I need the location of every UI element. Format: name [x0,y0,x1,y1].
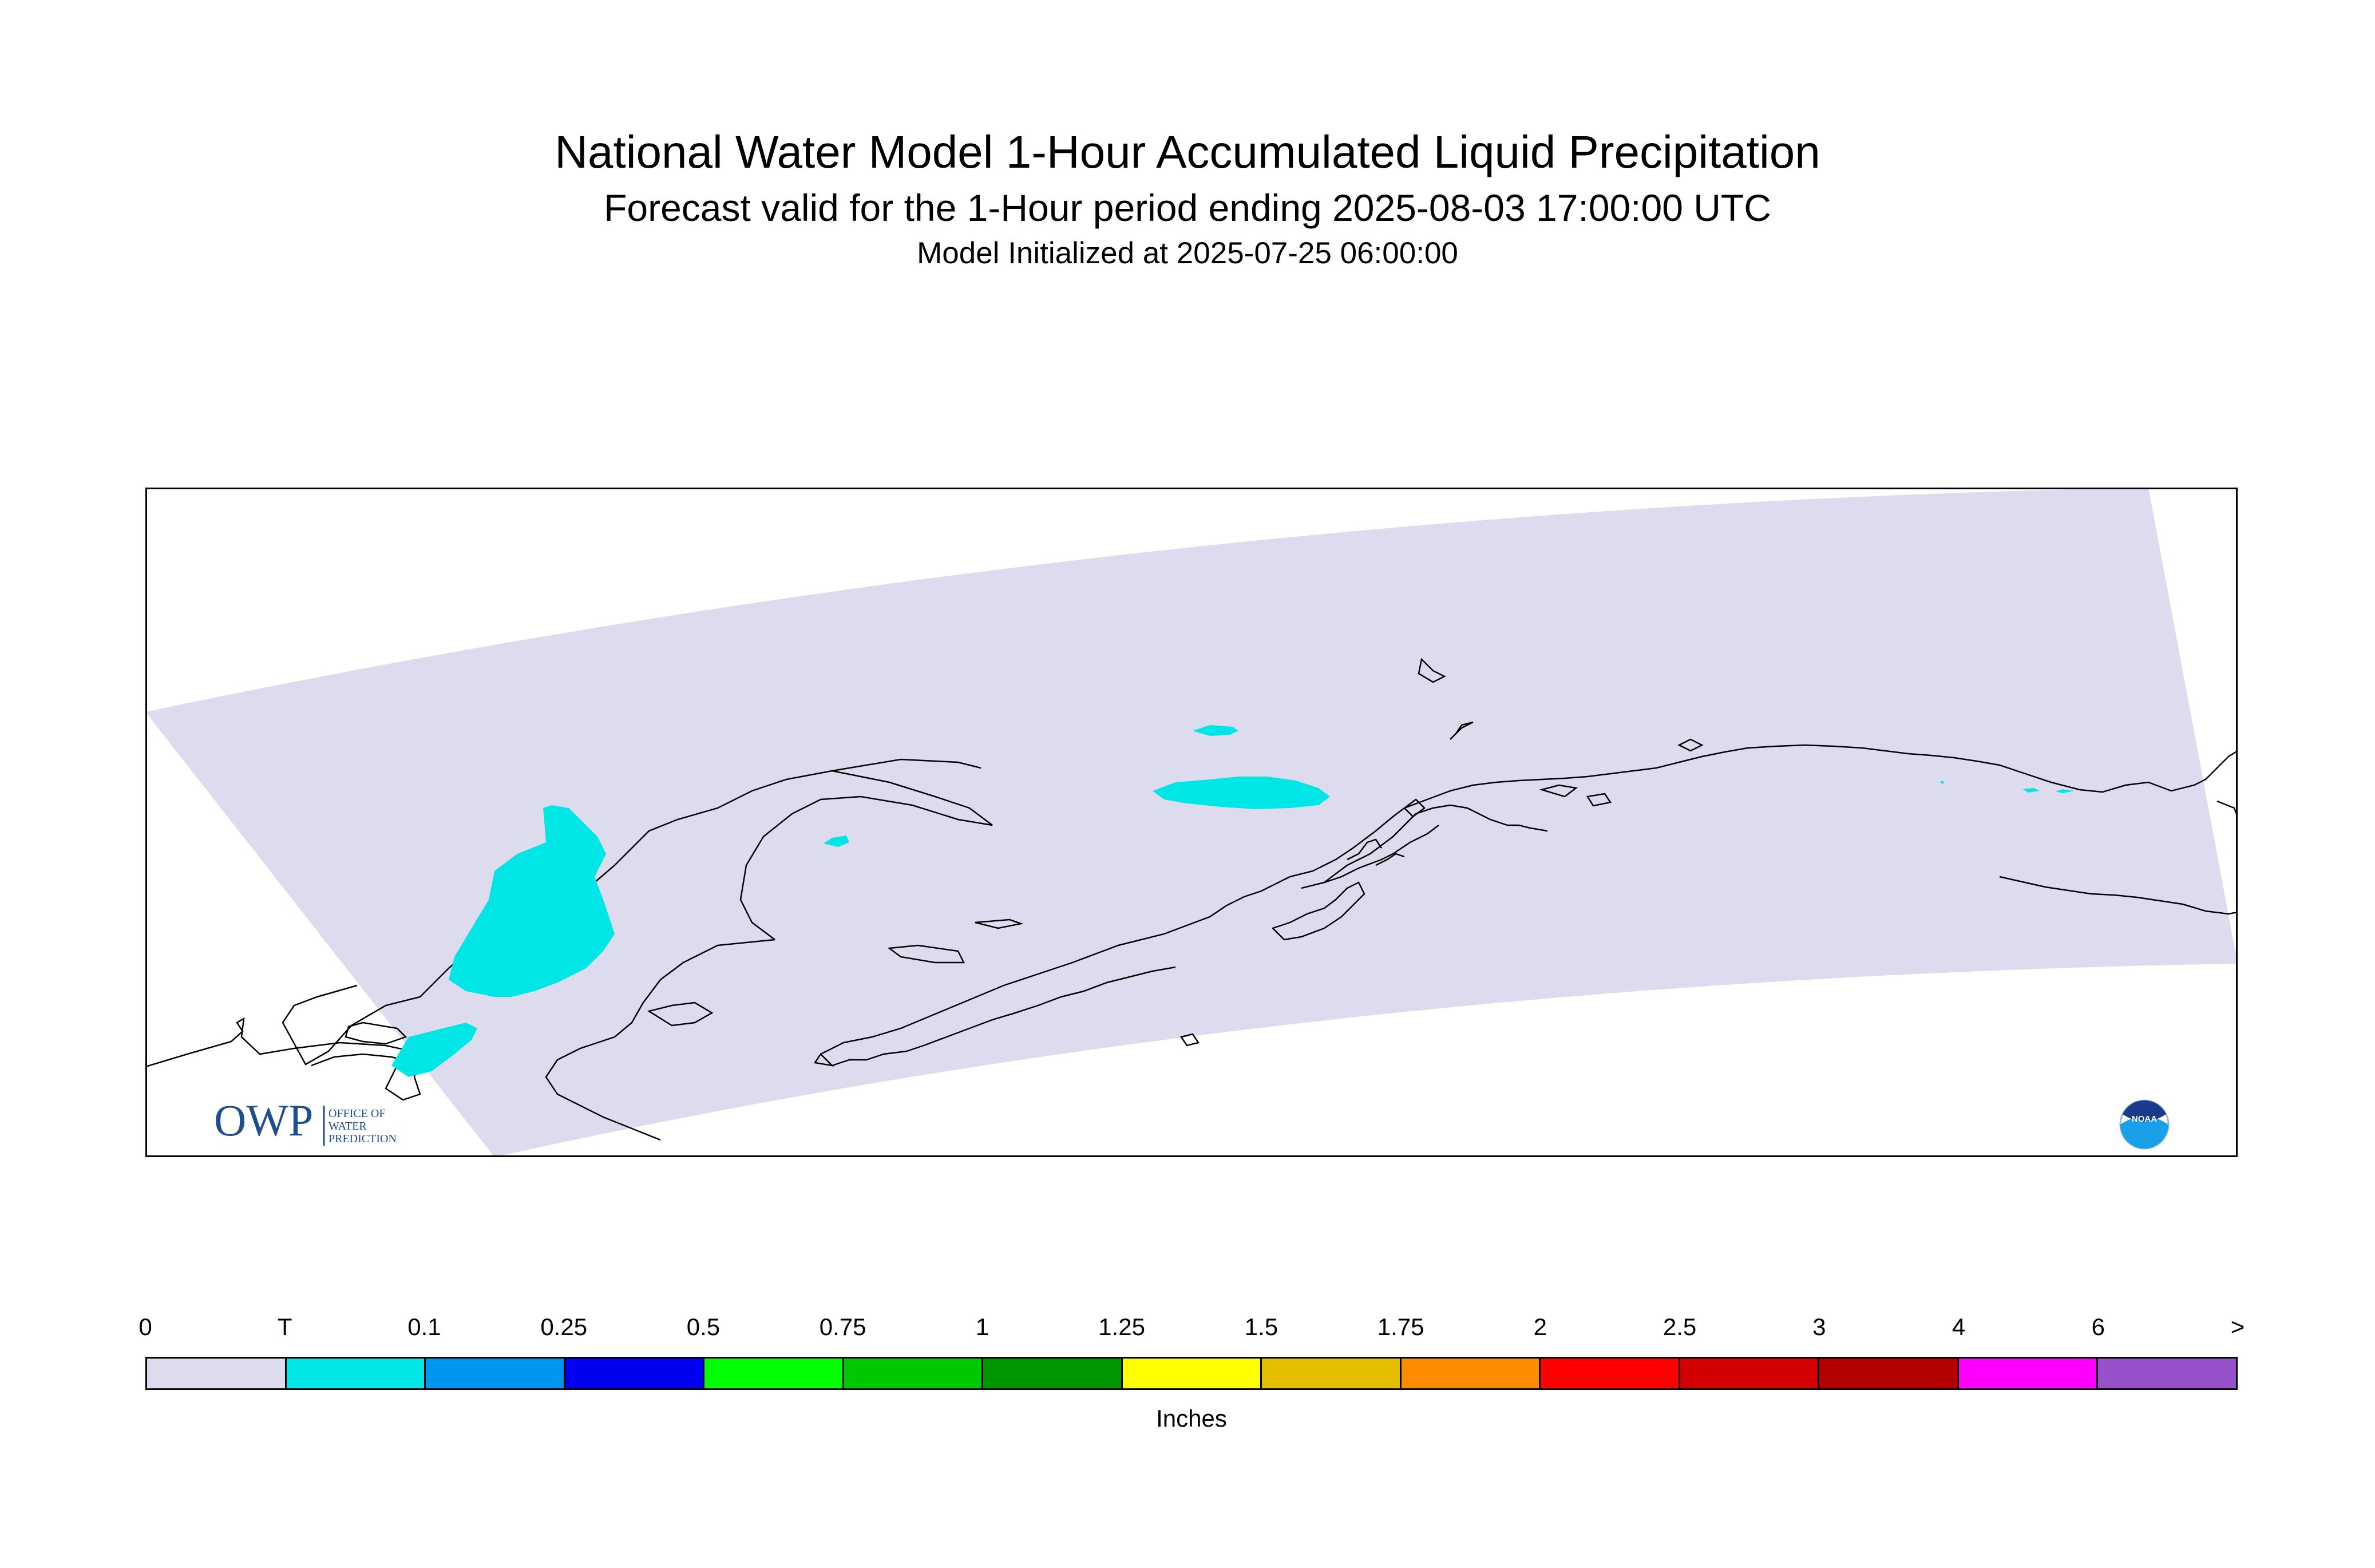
legend-swatch [286,1359,426,1388]
legend-tick-label: 2 [1533,1313,1547,1340]
legend-swatch [426,1359,565,1388]
legend-swatch [983,1359,1123,1388]
owp-logo-line: PREDICTION [328,1133,397,1145]
color-legend: 0 T 0.1 0.25 0.5 0.75 1 1.25 1.5 1.75 2 2.5 3 4 6 > Inc… [138,1313,2245,1439]
legend-tick-label: 0.75 [819,1313,866,1340]
legend-swatch [1401,1359,1541,1388]
legend-tick-label: 0.5 [686,1313,721,1340]
legend-swatch [565,1359,705,1388]
legend-tick-label: > [2230,1313,2245,1340]
legend-swatch [844,1359,984,1388]
legend-swatch [1958,1359,2099,1388]
legend-swatch [1262,1359,1402,1388]
legend-swatch [1122,1359,1262,1388]
legend-tick-label: 0.25 [540,1313,588,1340]
legend-swatch [2098,1359,2236,1388]
model-domain-area [145,488,2238,1157]
noaa-logo-icon: NOAA [2119,1099,2170,1150]
legend-tick-label: 6 [2091,1313,2105,1340]
legend-tick-label: 0.1 [407,1313,441,1340]
precipitation-areas [391,725,2074,1077]
legend-swatch [147,1359,287,1388]
legend-colorbar [145,1357,2238,1390]
legend-tick-label: 1.25 [1098,1313,1145,1340]
owp-logo: OWP OFFICE OF WATER PREDICTION [214,1095,397,1146]
legend-tick-label: T [277,1313,292,1340]
owp-logo-line: WATER [328,1120,367,1133]
legend-units-label: Inches [1156,1405,1227,1432]
legend-tick-label: 4 [1952,1313,1966,1340]
map-frame [145,488,2238,1157]
legend-tick-label: 1.5 [1244,1313,1278,1340]
legend-swatch [1680,1359,1820,1388]
legend-swatch [1819,1359,1959,1388]
precipitation-map: OWP OFFICE OF WATER PREDICTION NOAA [145,488,2238,1157]
legend-tick-label: 0 [138,1313,152,1340]
coastline [145,658,2238,1141]
legend-tick-label: 1 [975,1313,989,1340]
legend-swatch [1541,1359,1680,1388]
model-init-subtitle: Model Initialized at 2025-07-25 06:00:00 [917,236,1458,270]
legend-tick-label: 1.75 [1377,1313,1424,1340]
legend-tick-label: 2.5 [1662,1313,1697,1340]
forecast-valid-subtitle: Forecast valid for the 1-Hour period end… [604,187,1771,229]
owp-logo-line: OFFICE OF [328,1107,385,1120]
legend-swatch [704,1359,844,1388]
owp-logo-mark: OWP [214,1095,313,1145]
noaa-logo-text: NOAA [2132,1114,2157,1124]
legend-tick-label: 3 [1812,1313,1826,1340]
map-title: National Water Model 1-Hour Accumulated … [555,126,1820,177]
